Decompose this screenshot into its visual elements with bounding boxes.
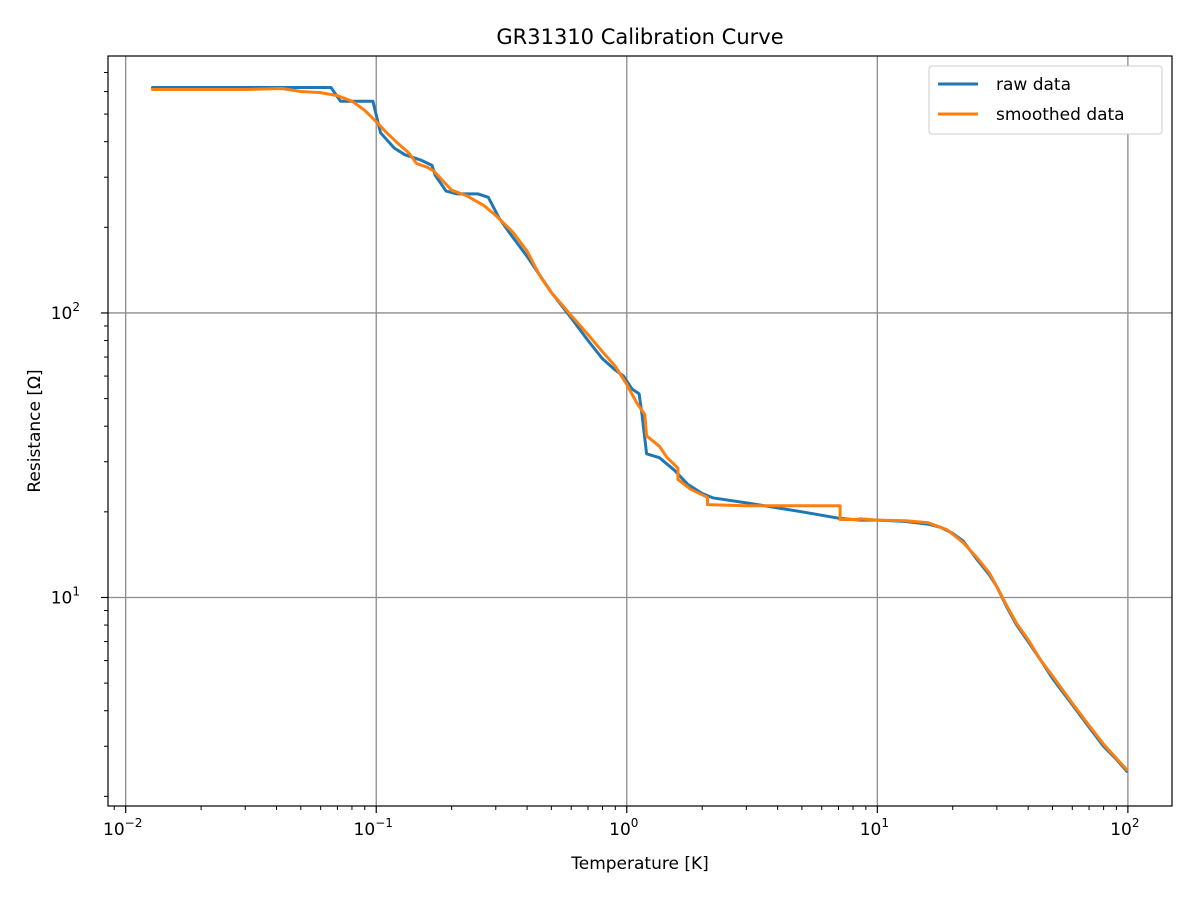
x-axis-label: Temperature [K]	[570, 854, 709, 874]
legend-box	[928, 65, 1163, 135]
plot-frame	[107, 55, 1173, 807]
grid	[108, 56, 1172, 806]
plot-area	[108, 56, 1172, 806]
chart-title: GR31310 Calibration Curve	[496, 25, 783, 49]
legend: raw data smoothed data	[928, 65, 1163, 135]
legend-label-raw-data: raw data	[996, 75, 1071, 95]
legend-label-smoothed-data: smoothed data	[996, 105, 1125, 125]
series-line-smoothed-data	[151, 87, 1129, 772]
series-layer	[151, 86, 1129, 773]
ticks	[101, 72, 1129, 813]
y-axis-label: Resistance [Ω]	[25, 369, 45, 492]
